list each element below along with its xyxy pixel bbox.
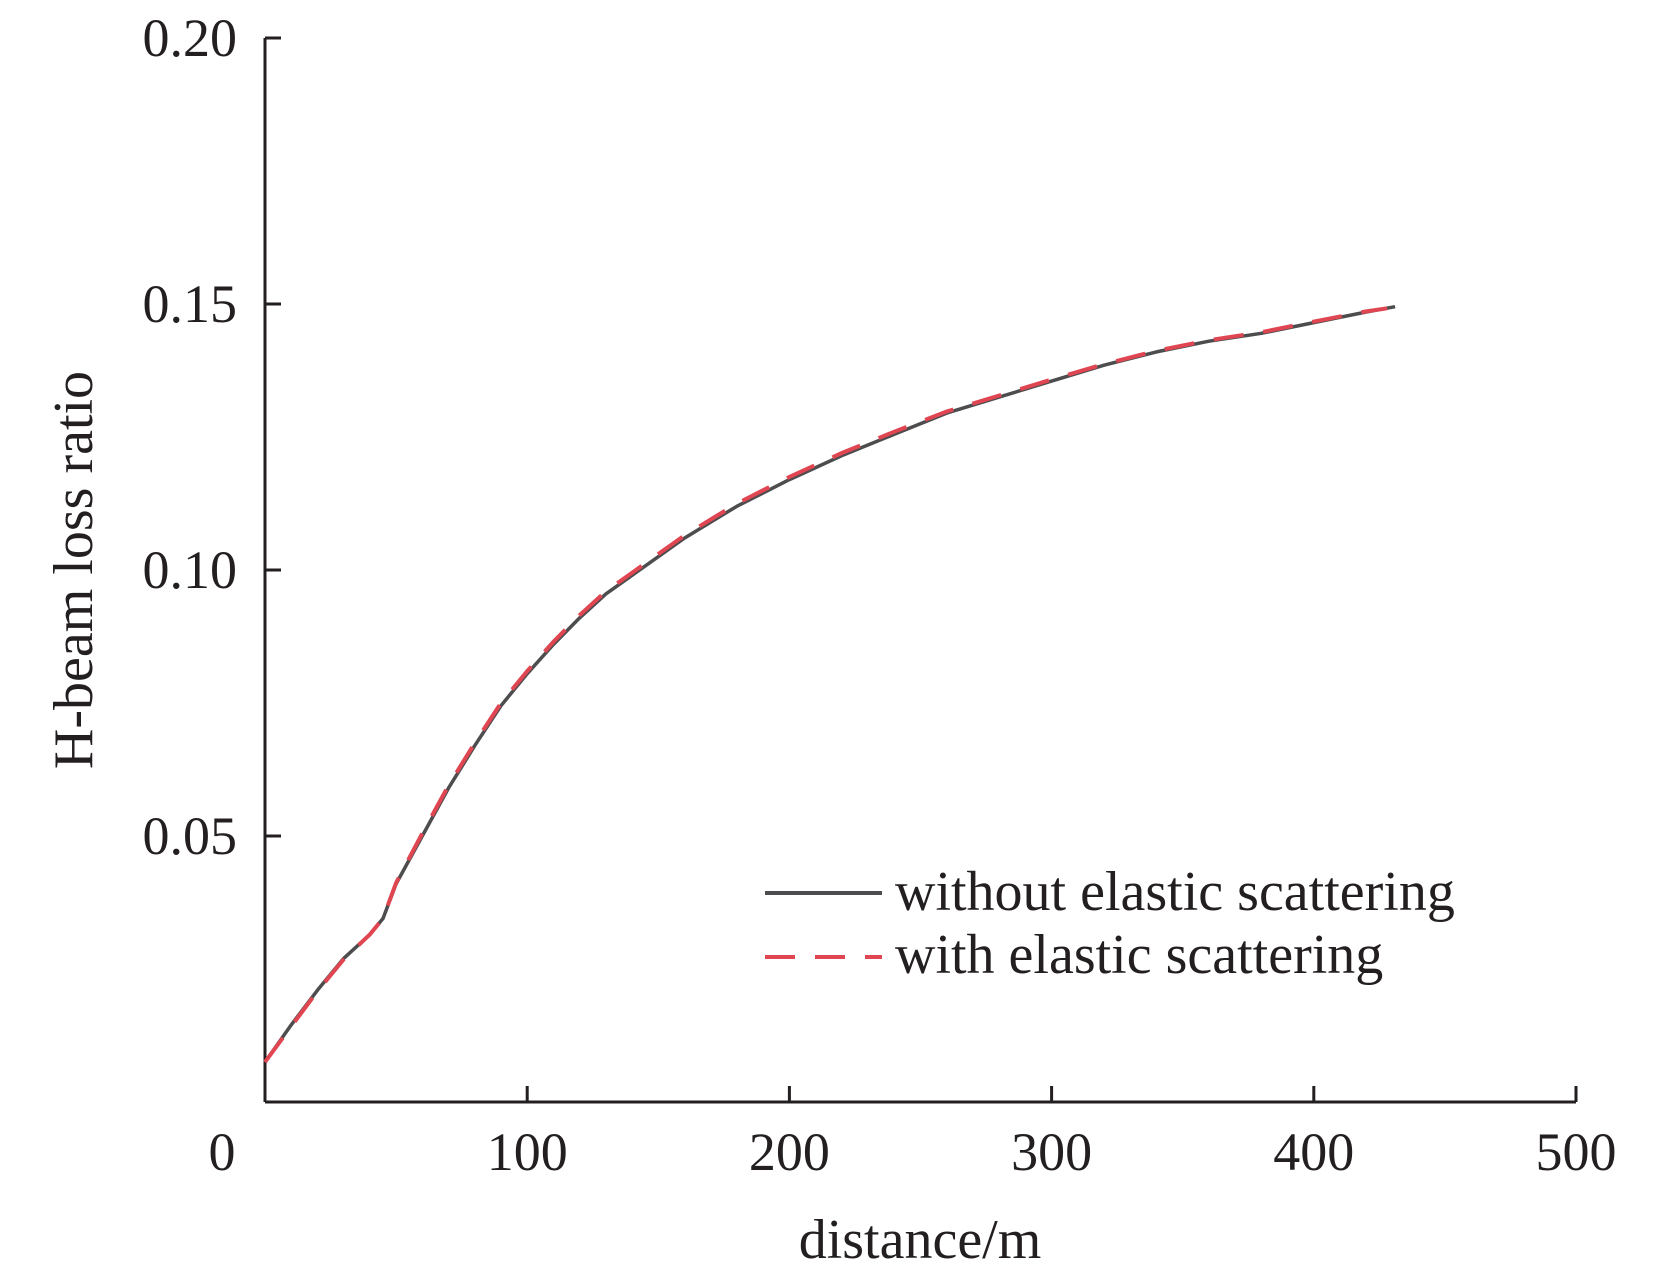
y-tick-label: 0.10: [143, 540, 238, 600]
y-tick-label: 0.20: [143, 8, 238, 68]
ticks: 0 100 200 300 400 500 0.05 0.10 0.15 0.20: [143, 8, 1617, 1182]
x-tick-label: 300: [1011, 1122, 1092, 1182]
x-tick-label: 200: [749, 1122, 830, 1182]
series-layer: [263, 304, 1396, 1064]
y-axis-title: H-beam loss ratio: [43, 371, 105, 769]
y-tick-label: 0.05: [143, 806, 238, 866]
y-tick-label: 0.15: [143, 274, 238, 334]
x-tick-label: 400: [1273, 1122, 1354, 1182]
legend: without elastic scattering with elastic …: [765, 861, 1455, 986]
x-tick-label: 100: [487, 1122, 568, 1182]
x-axis-title: distance/m: [799, 1209, 1042, 1269]
legend-label-without-elastic-scattering: without elastic scattering: [895, 861, 1455, 923]
legend-label-with-elastic-scattering: with elastic scattering: [895, 924, 1383, 986]
x-tick-label: 500: [1536, 1122, 1617, 1182]
series-line-with-elastic-scattering: [263, 306, 1388, 1064]
x-tick-label: 0: [209, 1122, 236, 1182]
